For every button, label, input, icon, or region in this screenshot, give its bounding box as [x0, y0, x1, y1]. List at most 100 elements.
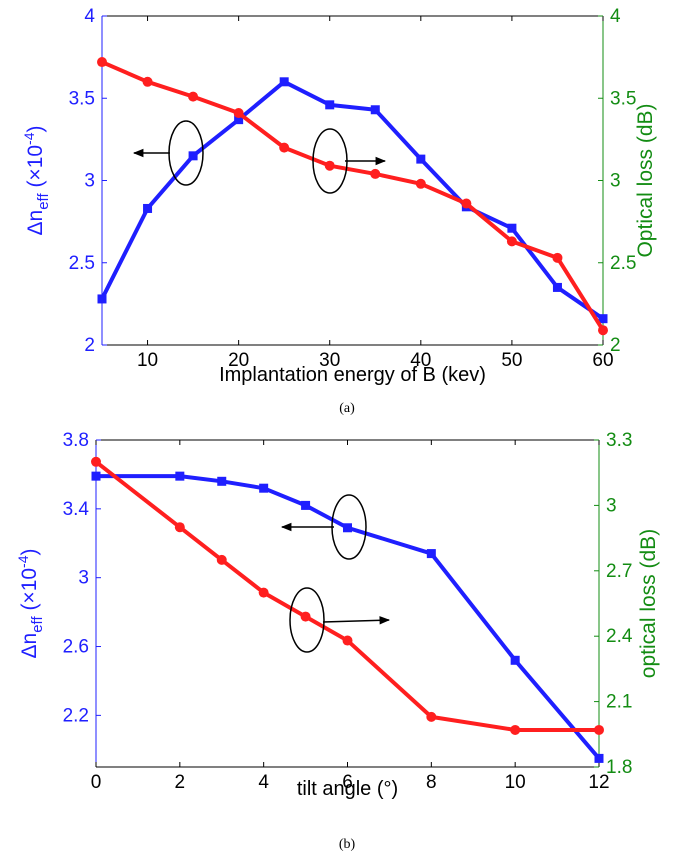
data-point-optical-loss: [510, 724, 521, 735]
ylabel-prefix: Δn: [24, 210, 47, 236]
left-y-tick-label: 2.2: [63, 705, 89, 726]
data-point-optical-loss: [142, 76, 153, 87]
left-y-axis-label: Δneff (×10-4): [21, 125, 52, 235]
data-point-optical-loss: [233, 108, 244, 119]
right-y-tick-label: 3.5: [610, 88, 636, 109]
data-point-delta-neff: [598, 314, 608, 324]
x-tick-label: 8: [426, 772, 437, 793]
series-indicator-ellipse: [289, 587, 325, 653]
right-y-tick-label: 3: [606, 495, 617, 516]
data-point-optical-loss: [426, 711, 437, 722]
x-axis-label: tilt angle (°): [297, 778, 398, 800]
ylabel-prefix: Δn: [18, 633, 41, 659]
subfigure-caption: (a): [339, 401, 355, 416]
right-y-tick-label: 2.1: [606, 692, 632, 713]
data-point-delta-neff: [234, 115, 244, 125]
data-point-optical-loss: [415, 178, 426, 189]
data-point-optical-loss: [461, 198, 472, 209]
right-y-tick-label: 2.7: [606, 561, 632, 582]
right-y-tick-label: 2.4: [606, 626, 633, 647]
data-point-optical-loss: [258, 587, 269, 598]
ylabel-superscript: -4: [21, 132, 37, 145]
data-point-optical-loss: [370, 168, 381, 179]
axis-indicator-arrow: [322, 616, 391, 625]
x-tick-label: 12: [588, 772, 609, 793]
left-y-tick-label: 3: [84, 171, 95, 192]
right-y-axis-label: Optical loss (dB): [634, 103, 657, 257]
ylabel-subscript: eff: [29, 616, 46, 633]
x-tick-label: 20: [228, 350, 249, 371]
left-y-tick-label: 2: [84, 335, 95, 356]
series-line-optical-loss: [101, 60, 605, 332]
data-point-delta-neff: [594, 753, 604, 763]
data-point-delta-neff: [343, 523, 352, 533]
data-point-optical-loss: [598, 325, 608, 336]
x-tick-label: 6: [342, 772, 353, 793]
ylabel-mid: (×10: [18, 568, 41, 616]
data-point-delta-neff: [91, 471, 101, 481]
x-tick-label: 40: [410, 350, 431, 371]
x-tick-label: 4: [258, 772, 269, 793]
data-point-optical-loss: [506, 236, 517, 247]
data-point-delta-neff: [301, 500, 311, 510]
x-axis-label: Implantation energy of B (kev): [219, 364, 486, 386]
ylabel-superscript: -4: [15, 555, 31, 568]
ylabel-suffix: ): [18, 548, 41, 555]
ylabel-mid: (×10: [24, 145, 47, 193]
x-tick-label: 0: [91, 772, 102, 793]
data-point-delta-neff: [552, 282, 562, 292]
data-point-delta-neff: [188, 151, 198, 161]
data-point-optical-loss: [188, 91, 199, 102]
left-y-tick-label: 2.6: [63, 637, 89, 658]
data-point-delta-neff: [426, 549, 436, 559]
data-point-optical-loss: [342, 635, 353, 646]
right-y-tick-label: 4: [610, 6, 621, 27]
data-point-optical-loss: [91, 456, 101, 467]
left-y-tick-label: 2.5: [69, 253, 95, 274]
data-point-delta-neff: [279, 77, 289, 87]
data-point-delta-neff: [217, 476, 227, 486]
data-point-optical-loss: [324, 160, 335, 171]
left-y-tick-label: 3: [78, 568, 89, 589]
left-y-tick-label: 4: [84, 6, 95, 27]
right-y-tick-label: 3: [610, 171, 621, 192]
left-y-tick-label: 3.4: [63, 499, 90, 520]
x-tick-label: 2: [175, 772, 186, 793]
right-y-tick-label: 1.8: [606, 757, 632, 778]
data-point-optical-loss: [552, 252, 563, 263]
data-point-optical-loss: [97, 57, 107, 68]
data-point-optical-loss: [216, 554, 227, 565]
left-y-tick-label: 3.8: [63, 430, 89, 451]
data-point-delta-neff: [175, 471, 185, 481]
x-tick-label: 10: [505, 772, 526, 793]
x-tick-label: 10: [137, 350, 158, 371]
ylabel-subscript: eff: [35, 193, 52, 210]
data-point-optical-loss: [594, 724, 604, 735]
data-point-delta-neff: [416, 154, 426, 164]
data-point-delta-neff: [325, 100, 335, 110]
data-point-delta-neff: [507, 223, 517, 233]
data-point-optical-loss: [279, 142, 290, 153]
chart-b: 0 2 4 6 8 10 12 2.2 2.6 3 3.4 3.8 1.8 2.1 2.4 2.7 3 3.3 ti…: [15, 430, 660, 852]
right-y-tick-label: 3.3: [606, 430, 632, 451]
x-tick-label: 50: [501, 350, 522, 371]
data-point-optical-loss: [300, 611, 311, 622]
series-line-optical-loss: [94, 460, 599, 732]
data-point-delta-neff: [97, 294, 107, 304]
data-point-delta-neff: [143, 203, 153, 213]
data-point-delta-neff: [370, 105, 380, 115]
subfigure-caption: (b): [339, 837, 356, 852]
x-tick-label: 30: [319, 350, 340, 371]
data-point-optical-loss: [174, 522, 185, 533]
data-point-delta-neff: [259, 483, 269, 493]
left-y-tick-label: 3.5: [69, 88, 95, 109]
series-line-delta-neff: [100, 79, 605, 321]
data-point-delta-neff: [510, 655, 520, 665]
right-y-tick-label: 2: [610, 335, 621, 356]
ylabel-suffix: ): [24, 125, 47, 132]
x-tick-label: 60: [592, 350, 613, 371]
right-y-tick-label: 2.5: [610, 253, 636, 274]
right-y-axis-label: optical loss (dB): [637, 529, 660, 678]
chart-a: 10 20 30 40 50 6022.533.5422.533.54Implantati…: [21, 6, 657, 416]
